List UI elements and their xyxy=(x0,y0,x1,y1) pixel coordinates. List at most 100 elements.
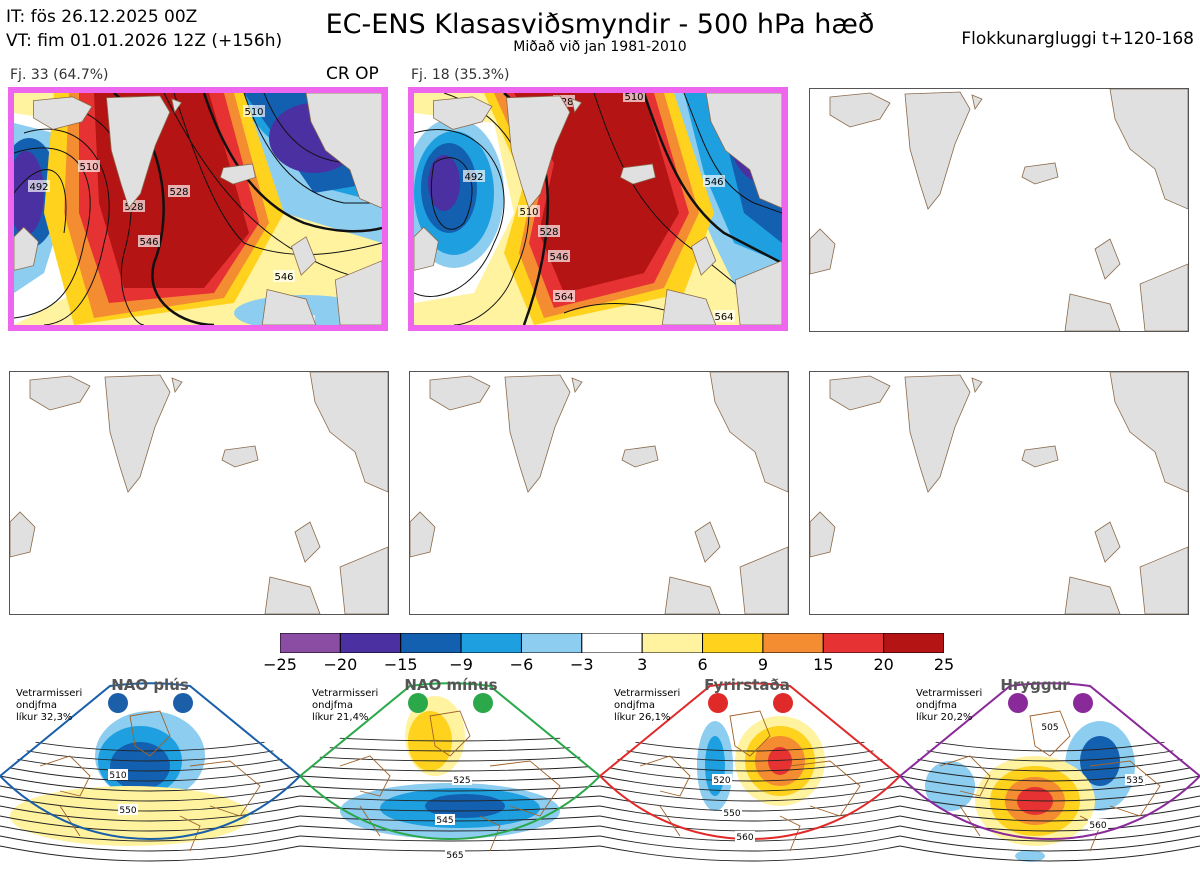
cluster-2-contour-label-2-bg xyxy=(538,225,560,237)
regime-contour-1 xyxy=(300,745,600,752)
cluster-map-3[interactable] xyxy=(809,88,1189,332)
cluster-2-contour-label-3: 546 xyxy=(549,252,568,263)
regime-coastlines xyxy=(939,710,1161,852)
regime-contour-2 xyxy=(600,755,900,772)
anomaly-colorbar xyxy=(280,633,944,653)
landmass-0 xyxy=(433,96,493,130)
regime-contour-6 xyxy=(300,795,600,802)
cluster-2-label: Fj. 18 (35.3%) xyxy=(411,67,510,83)
regime-contour-2 xyxy=(0,755,300,772)
regime-2-title: NAO mínus xyxy=(404,676,498,694)
regime-marker-right xyxy=(473,693,493,713)
regime-contour-7 xyxy=(900,805,1200,822)
init-time: IT: fös 26.12.2025 00Z xyxy=(6,7,198,27)
cluster-map-6[interactable] xyxy=(809,371,1189,615)
regime-contour-5 xyxy=(900,785,1200,802)
regime-marker-right xyxy=(773,693,793,713)
landmass-4 xyxy=(14,226,39,271)
regime-1-stat-months: ondjfma xyxy=(16,700,57,711)
anomaly-blob-5 xyxy=(768,747,792,775)
regime-contour-4 xyxy=(600,775,900,792)
landmass-3 xyxy=(619,163,656,185)
contour-line-5 xyxy=(642,93,782,265)
land-layer xyxy=(810,372,1188,614)
anomaly-blob-3 xyxy=(10,786,250,846)
regime-contour-7 xyxy=(600,805,900,822)
landmass-4 xyxy=(810,228,836,275)
regime-label-bg-1 xyxy=(435,814,455,825)
landmass-5 xyxy=(709,372,788,493)
colorbar-swatch-5 xyxy=(581,633,643,653)
regime-marker-left xyxy=(1008,693,1028,713)
contour-line-1 xyxy=(414,129,505,297)
regime-contour-10 xyxy=(0,835,300,852)
regime-contour-label-0: 510 xyxy=(109,771,126,781)
cluster-map-1[interactable]: 492510528546528510546564 xyxy=(8,87,388,331)
cluster-2-contour-label-4-bg xyxy=(553,290,575,302)
land-layer xyxy=(810,89,1188,331)
regime-ridge: 505 535 560 xyxy=(900,676,1200,871)
cluster-map-4[interactable] xyxy=(9,371,389,615)
contour-line-2 xyxy=(443,93,530,325)
land-layer xyxy=(14,93,382,325)
landmass-1 xyxy=(904,91,971,210)
regime-contours xyxy=(600,735,900,862)
landmass-4 xyxy=(414,226,439,271)
landmass-3 xyxy=(621,445,659,468)
cluster-map-2[interactable]: 492510528546564528510546564 xyxy=(408,87,788,331)
cluster-map-1-drawing: 492510528546528510546564 xyxy=(14,93,382,325)
landmass-1 xyxy=(904,374,971,493)
landmass-1 xyxy=(106,95,171,209)
regime-contour-3 xyxy=(600,765,900,782)
regime-3-stat-season: Vetrarmisseri xyxy=(614,688,681,699)
regime-2-stat-months: ondjfma xyxy=(312,700,353,711)
landmass-1 xyxy=(104,374,171,493)
regime-fill xyxy=(925,721,1135,862)
land-layer xyxy=(10,372,388,614)
cluster-1-contour-label-4-bg xyxy=(168,185,190,197)
colorbar-swatch-7 xyxy=(702,633,764,653)
regime-contour-2 xyxy=(300,755,600,762)
regime-contour-label-1: 545 xyxy=(436,816,453,826)
colorbar-swatch-9 xyxy=(822,633,885,653)
regime-contour-0 xyxy=(0,735,300,752)
page-title: EC-ENS Klasasviðsmyndir - 500 hPa hæð xyxy=(325,9,875,40)
regime-fill xyxy=(697,716,825,811)
colorbar-tick-2: −15 xyxy=(383,655,418,674)
cluster-1-contour-label-1: 510 xyxy=(79,162,98,173)
regime-nao-minus: 525 545 565 xyxy=(300,676,600,871)
landmass-2 xyxy=(571,98,583,114)
cluster-1-label: Fj. 33 (64.7%) xyxy=(10,67,109,83)
landmass-6 xyxy=(294,521,321,563)
regime-ridge-map: 505 535 560 xyxy=(900,682,1200,862)
landmass-2 xyxy=(171,98,183,114)
regime-contour-4 xyxy=(900,775,1200,792)
landmass-8 xyxy=(264,576,321,614)
colorbar-swatch-4 xyxy=(520,633,583,653)
landmass-0 xyxy=(33,96,93,130)
landmass-6 xyxy=(1094,521,1121,563)
landmass-7 xyxy=(739,546,788,614)
landmass-7 xyxy=(334,260,382,325)
landmass-6 xyxy=(690,236,717,276)
anomaly-blob-7 xyxy=(1015,850,1045,862)
regime-contour-10 xyxy=(300,835,600,842)
cluster-map-5[interactable] xyxy=(409,371,789,615)
classification-window: Flokkunargluggi t+120-168 xyxy=(961,29,1194,49)
landmass-4 xyxy=(410,511,436,558)
regime-blocking: 520 550 560 xyxy=(600,676,900,871)
cluster-2-contour-label-6: 510 xyxy=(624,93,643,103)
regime-contour-5 xyxy=(600,785,900,802)
contour-line-0 xyxy=(430,157,473,230)
contour-line-1 xyxy=(23,128,110,325)
cluster-1-contour-label-6: 546 xyxy=(274,272,293,283)
regime-label-bg-2 xyxy=(735,831,755,842)
regime-contour-6 xyxy=(0,795,300,812)
anomaly-blob-1 xyxy=(705,736,725,796)
landmass-0 xyxy=(829,375,891,411)
landmass-8 xyxy=(664,576,721,614)
regime-contour-11 xyxy=(600,845,900,862)
landmass-1 xyxy=(504,374,571,493)
regime-contours xyxy=(900,735,1200,862)
landmass-2 xyxy=(971,377,983,393)
